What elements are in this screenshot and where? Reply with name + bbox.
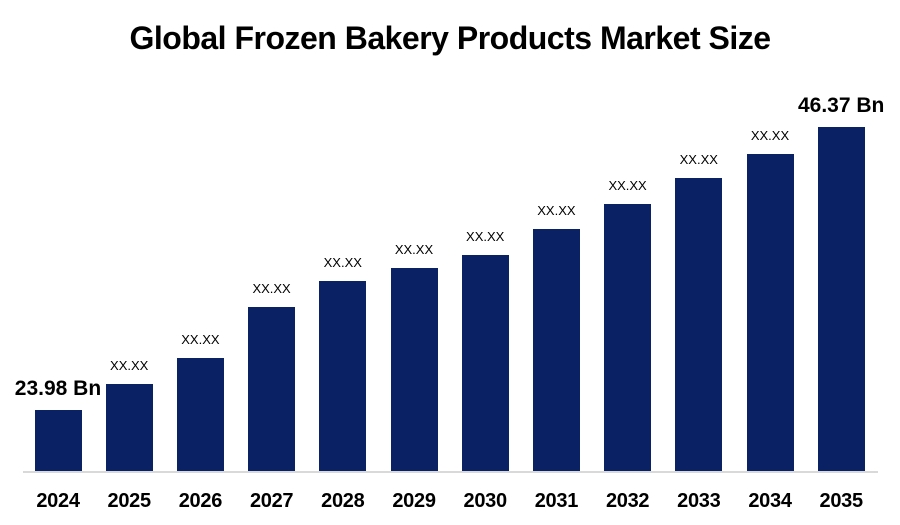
bar-2033 [675, 178, 723, 472]
bar-value-label: XX.XX [110, 358, 149, 373]
bar-value-label: XX.XX [394, 242, 434, 257]
bar-value-label: 46.37 Bn [797, 94, 885, 117]
x-axis-tick-label: 2034 [748, 490, 792, 512]
x-axis-tick-label: 2025 [107, 490, 152, 512]
bar-2024 [34, 410, 82, 472]
bar-value-label: XX.XX [750, 128, 790, 143]
bar-2032 [604, 204, 652, 472]
bar-2035 [817, 127, 865, 472]
x-axis-line [23, 471, 878, 473]
x-axis-tick-label: 2035 [819, 490, 864, 512]
bar-value-label: XX.XX [466, 229, 505, 244]
x-axis-tick-label: 2032 [605, 490, 650, 512]
bar-2025 [105, 384, 153, 472]
x-axis-tick-label: 2030 [463, 490, 508, 512]
bar-value-label: XX.XX [679, 152, 718, 167]
bar-2031 [532, 229, 580, 472]
bar-2030 [461, 255, 509, 472]
x-axis-tick-label: 2029 [392, 490, 436, 512]
x-axis-tick-label: 2033 [677, 490, 721, 512]
x-axis-tick-label: 2031 [534, 490, 579, 512]
bar-2026 [176, 358, 224, 472]
bar-2027 [248, 307, 296, 472]
bar-value-label: XX.XX [252, 281, 291, 296]
x-axis-tick-label: 2027 [249, 490, 294, 512]
x-axis-tick-label: 2024 [36, 490, 80, 512]
bar-2034 [746, 154, 794, 472]
bar-value-label: XX.XX [181, 332, 220, 347]
bar-2029 [390, 268, 438, 472]
bar-value-label: XX.XX [323, 255, 362, 270]
chart-title: Global Frozen Bakery Products Market Siz… [129, 20, 771, 56]
x-axis-tick-label: 2026 [178, 490, 223, 512]
x-axis-tick-label: 2028 [321, 490, 365, 512]
bar-value-label: 23.98 Bn [14, 377, 102, 400]
bar-value-label: XX.XX [537, 203, 576, 218]
bar-2028 [319, 281, 367, 472]
bar-value-label: XX.XX [608, 178, 647, 193]
